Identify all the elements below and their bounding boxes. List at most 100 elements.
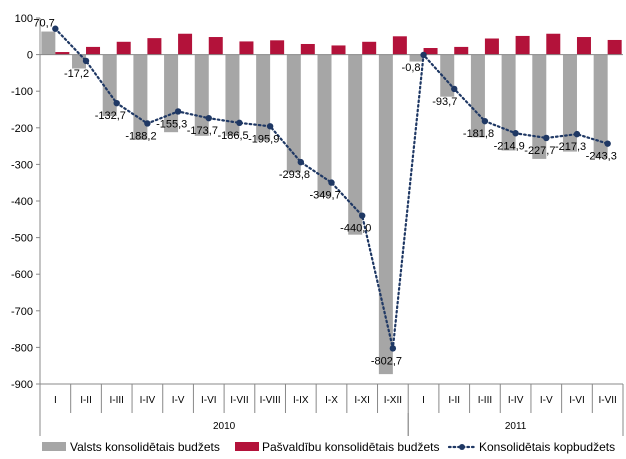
kopbudzets-data-label: -243,3 <box>586 151 617 163</box>
x-tick-label: I-VIII <box>260 395 281 406</box>
bar-valsts <box>225 54 240 136</box>
x-axis: I I-II I-III I-IV I-V I-VI I-VII I-VIII I-IX I-X I… <box>39 383 624 436</box>
x-tick-label: I-II <box>80 395 92 406</box>
bar-pasvaldibu <box>147 38 162 55</box>
kopbudzets-data-label: -17,2 <box>64 68 89 80</box>
x-tick-label: I-II <box>448 395 460 406</box>
y-tick-label: 0 <box>27 50 33 62</box>
bar-series <box>40 31 623 375</box>
bar-valsts <box>256 54 271 141</box>
legend-label-pasvaldibu: Pašvaldību konsolidētais budžets <box>262 440 439 454</box>
y-tick-label: -300 <box>11 159 33 171</box>
y-tick-label: -500 <box>11 233 33 245</box>
x-tick-label: I-V <box>540 395 553 406</box>
kopbudzets-point <box>389 345 397 352</box>
bar-pasvaldibu <box>300 43 315 55</box>
kopbudzets-point <box>174 108 182 115</box>
legend-label-kopbudzets: Konsolidētais kopbudžets <box>479 440 615 454</box>
legend-label-valsts: Valsts konsolidētais budžets <box>70 440 220 454</box>
bar-pasvaldibu <box>55 52 70 55</box>
bar-valsts <box>470 54 485 138</box>
kopbudzets-point <box>52 25 59 32</box>
kopbudzets-data-label: -93,7 <box>432 96 457 108</box>
kopbudzets-point <box>82 57 90 65</box>
bar-valsts <box>562 54 577 152</box>
kopbudzets-point <box>481 117 489 125</box>
bar-pasvaldibu <box>116 41 131 55</box>
kopbudzets-point <box>512 130 519 137</box>
y-tick-label: 100 <box>15 13 33 25</box>
line-series: 70,7-17,2-132,7-188,2-155,3-173,7 -186,5-… <box>33 18 617 368</box>
kopbudzets-data-label: -132,7 <box>95 110 126 122</box>
y-axis: 100 0 -100 -200 -300 -400 -500 -600 -700 -800 -900 <box>11 13 41 391</box>
kopbudzets-data-label: -188,2 <box>125 130 156 142</box>
kopbudzets-point <box>420 51 427 59</box>
y-tick-label: -800 <box>11 342 33 354</box>
bar-pasvaldibu <box>178 33 193 55</box>
kopbudzets-point <box>297 158 305 166</box>
bar-pasvaldibu <box>515 35 530 55</box>
x-tick-label: I-IX <box>293 395 309 406</box>
bar-valsts <box>133 54 148 140</box>
y-tick-label: -100 <box>11 86 33 98</box>
x-tick-label: I-III <box>109 395 123 406</box>
bar-valsts <box>72 54 87 69</box>
bar-valsts <box>532 54 547 159</box>
bar-pasvaldibu <box>86 46 101 55</box>
legend-swatch-pasvaldibu <box>235 442 259 451</box>
kopbudzets-data-label: -186,5 <box>217 130 248 142</box>
kopbudzets-data-label: -349,7 <box>310 190 341 202</box>
bar-pasvaldibu <box>546 33 561 55</box>
kopbudzets-point <box>328 179 335 186</box>
bar-pasvaldibu <box>331 45 346 55</box>
kopbudzets-point <box>144 120 151 127</box>
legend: Valsts konsolidētais budžets Pašvaldību k… <box>42 440 615 454</box>
kopbudzets-data-label: -173,7 <box>187 125 218 137</box>
kopbudzets-point <box>543 134 550 142</box>
kopbudzets-data-label: -293,8 <box>279 169 310 181</box>
legend-marker-kopbudzets <box>459 444 465 450</box>
kopbudzets-data-label: -155,3 <box>156 118 187 130</box>
x-tick-label: I-IV <box>508 395 524 406</box>
kopbudzets-data-label: -217,3 <box>555 141 586 153</box>
bar-valsts <box>378 54 393 375</box>
x-tick-label: I-IV <box>140 395 156 406</box>
bar-pasvaldibu <box>208 37 223 55</box>
x-tick-label: I-V <box>172 395 185 406</box>
kopbudzets-point <box>604 140 611 147</box>
bar-pasvaldibu <box>362 41 377 55</box>
x-tick-label: I-VII <box>598 395 616 406</box>
y-tick-label: -200 <box>11 123 33 135</box>
bar-pasvaldibu <box>392 36 407 55</box>
bar-valsts <box>501 54 516 151</box>
kopbudzets-data-label: -0,8 <box>402 62 421 74</box>
x-tick-label: I-VI <box>201 395 217 406</box>
x-tick-label: I-X <box>325 395 338 406</box>
y-tick-label: -700 <box>11 306 33 318</box>
x-tick-label: I <box>422 395 425 406</box>
kopbudzets-point <box>358 212 366 219</box>
kopbudzets-data-label: -214,9 <box>494 140 525 152</box>
x-tick-label: I-VII <box>230 395 248 406</box>
kopbudzets-point <box>266 123 274 130</box>
x-tick-label: I-XII <box>384 395 402 406</box>
kopbudzets-data-label: -227,7 <box>524 145 555 157</box>
bar-pasvaldibu <box>270 40 285 55</box>
kopbudzets-data-label: -181,8 <box>463 128 494 140</box>
bar-valsts <box>102 54 117 117</box>
kopbudzets-point <box>113 99 120 107</box>
bar-valsts <box>194 54 209 136</box>
legend-swatch-valsts <box>42 442 66 451</box>
x-tick-label: I <box>54 395 57 406</box>
bar-valsts <box>409 54 424 62</box>
y-tick-label: -600 <box>11 269 33 281</box>
kopbudzets-point <box>451 85 458 93</box>
bar-pasvaldibu <box>423 48 438 55</box>
bar-pasvaldibu <box>607 39 622 55</box>
bar-pasvaldibu <box>454 46 469 55</box>
y-tick-label: -400 <box>11 196 33 208</box>
kopbudzets-point <box>573 130 581 138</box>
kopbudzets-point <box>236 119 243 127</box>
bar-valsts <box>348 54 363 235</box>
